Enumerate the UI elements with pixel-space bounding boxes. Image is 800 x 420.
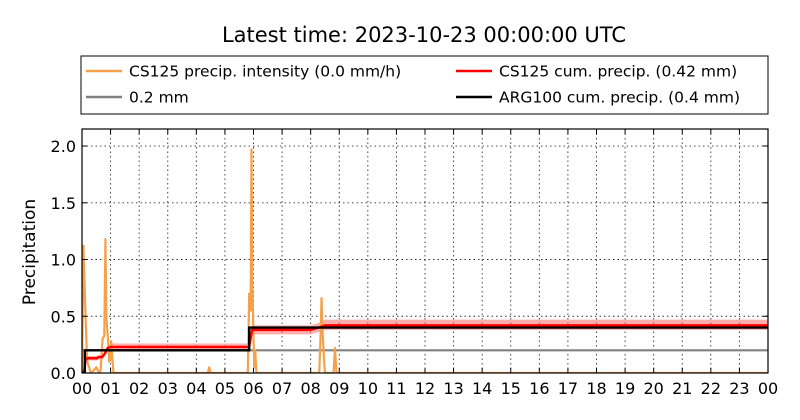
x-tick-label: 08 [300,379,320,398]
x-tick-label: 13 [443,379,463,398]
legend-label: 0.2 mm [129,89,189,107]
x-tick-label: 16 [529,379,549,398]
y-tick-label: 1.0 [51,251,76,270]
x-tick-label: 20 [643,379,663,398]
y-axis-label: Precipitation [20,199,40,305]
x-tick-label: 21 [672,379,692,398]
x-tick-label: 04 [186,379,206,398]
x-tick-label: 12 [415,379,435,398]
x-tick-label: 17 [558,379,578,398]
x-tick-label: 03 [158,379,178,398]
x-tick-label: 18 [586,379,606,398]
series-group [82,148,768,373]
legend-box [80,55,769,115]
y-tick-label: 2.0 [51,137,76,156]
y-tick-label: 0.5 [51,307,76,326]
series-line-arg100-cum [82,326,768,373]
x-tick-label: 15 [501,379,521,398]
x-tick-label: 11 [386,379,406,398]
x-tick-label: 19 [615,379,635,398]
x-tick-label: 14 [472,379,492,398]
series-line-intensity [82,148,768,373]
x-tick-label: 02 [129,379,149,398]
x-tick-label: 10 [358,379,378,398]
x-tick-label: 00 [72,379,92,398]
x-tick-label: 23 [729,379,749,398]
x-tick-label: 07 [272,379,292,398]
x-tick-label: 01 [100,379,120,398]
legend-label: CS125 cum. precip. (0.42 mm) [499,63,737,81]
chart-title: Latest time: 2023-10-23 00:00:00 UTC [222,23,626,47]
x-tick-label: 00 [758,379,778,398]
x-tick-label: 09 [329,379,349,398]
plot-area: 00 01 02 03 04 05 06 07 08 09 10 11 12 13 14 15 16 17 18 19… [51,128,778,398]
x-tick-label: 05 [215,379,235,398]
x-tick-label: 22 [701,379,721,398]
legend-label: CS125 precip. intensity (0.0 mm/h) [129,63,401,81]
legend: CS125 precip. intensity (0.0 mm/h) CS125 … [80,55,769,115]
y-tick-label: 1.5 [51,194,76,213]
y-tick-label: 0.0 [51,364,76,383]
legend-label: ARG100 cum. precip. (0.4 mm) [499,89,740,107]
x-tick-label: 06 [243,379,263,398]
